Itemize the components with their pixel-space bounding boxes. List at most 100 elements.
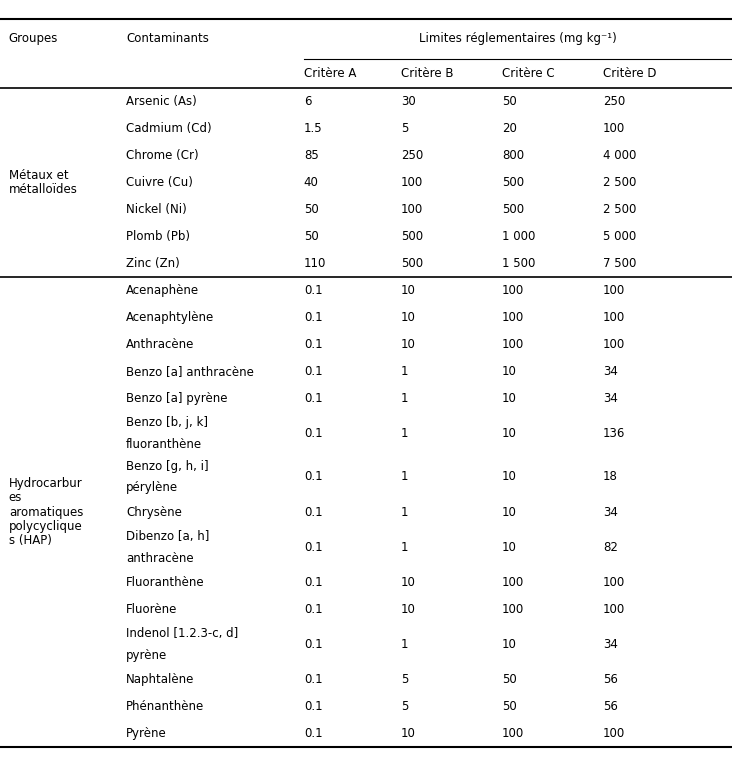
Text: 100: 100 (502, 603, 524, 616)
Text: 6: 6 (304, 94, 311, 107)
Text: Fluoranthène: Fluoranthène (126, 576, 204, 589)
Text: 10: 10 (401, 284, 416, 297)
Text: 0.1: 0.1 (304, 638, 322, 651)
Text: 20: 20 (502, 122, 517, 135)
Text: 0.1: 0.1 (304, 427, 322, 440)
Text: 500: 500 (401, 230, 423, 243)
Text: 34: 34 (603, 638, 618, 651)
Text: 82: 82 (603, 541, 618, 554)
Text: 56: 56 (603, 700, 618, 713)
Text: 0.1: 0.1 (304, 728, 322, 740)
Text: 0.1: 0.1 (304, 470, 322, 483)
Text: 1: 1 (401, 365, 408, 378)
Text: pérylène: pérylène (126, 481, 178, 494)
Text: 500: 500 (502, 202, 524, 215)
Text: 100: 100 (502, 310, 524, 324)
Text: métalloïdes: métalloïdes (9, 183, 78, 196)
Text: 34: 34 (603, 505, 618, 518)
Text: 5: 5 (401, 673, 408, 686)
Text: Chrysène: Chrysène (126, 505, 182, 518)
Text: Critère D: Critère D (603, 66, 657, 80)
Text: 100: 100 (603, 122, 625, 135)
Text: Anthracène: Anthracène (126, 338, 194, 351)
Text: 0.1: 0.1 (304, 541, 322, 554)
Text: polycyclique: polycyclique (9, 520, 83, 533)
Text: 50: 50 (304, 202, 318, 215)
Text: 250: 250 (401, 148, 423, 161)
Text: 5: 5 (401, 700, 408, 713)
Text: Dibenzo [a, h]: Dibenzo [a, h] (126, 530, 209, 543)
Text: anthracène: anthracène (126, 552, 193, 565)
Text: 100: 100 (502, 284, 524, 297)
Text: 1: 1 (401, 427, 408, 440)
Text: 10: 10 (401, 310, 416, 324)
Text: 5 000: 5 000 (603, 230, 636, 243)
Text: Benzo [b, j, k]: Benzo [b, j, k] (126, 416, 208, 429)
Text: pyrène: pyrène (126, 649, 167, 662)
Text: Plomb (Pb): Plomb (Pb) (126, 230, 190, 243)
Text: 0.1: 0.1 (304, 505, 322, 518)
Text: Arsenic (As): Arsenic (As) (126, 94, 197, 107)
Text: 10: 10 (502, 427, 517, 440)
Text: 40: 40 (304, 176, 318, 189)
Text: Benzo [a] anthracène: Benzo [a] anthracène (126, 365, 254, 378)
Text: Fluorène: Fluorène (126, 603, 177, 616)
Text: Groupes: Groupes (9, 32, 58, 46)
Text: 100: 100 (502, 576, 524, 589)
Text: 1: 1 (401, 638, 408, 651)
Text: Limites réglementaires (mg kg⁻¹): Limites réglementaires (mg kg⁻¹) (419, 32, 617, 46)
Text: 100: 100 (502, 338, 524, 351)
Text: Benzo [a] pyrène: Benzo [a] pyrène (126, 392, 228, 405)
Text: 50: 50 (502, 94, 517, 107)
Text: 100: 100 (603, 284, 625, 297)
Text: 0.1: 0.1 (304, 392, 322, 405)
Text: 30: 30 (401, 94, 416, 107)
Text: 110: 110 (304, 256, 326, 270)
Text: 10: 10 (502, 541, 517, 554)
Text: 500: 500 (502, 176, 524, 189)
Text: 0.1: 0.1 (304, 338, 322, 351)
Text: Critère C: Critère C (502, 66, 555, 80)
Text: 10: 10 (401, 576, 416, 589)
Text: 5: 5 (401, 122, 408, 135)
Text: 34: 34 (603, 365, 618, 378)
Text: 100: 100 (502, 728, 524, 740)
Text: Cadmium (Cd): Cadmium (Cd) (126, 122, 212, 135)
Text: 0.1: 0.1 (304, 310, 322, 324)
Text: 10: 10 (502, 392, 517, 405)
Text: 1.5: 1.5 (304, 122, 322, 135)
Text: Indenol [1.2.3-c, d]: Indenol [1.2.3-c, d] (126, 627, 238, 640)
Text: 0.1: 0.1 (304, 700, 322, 713)
Text: 100: 100 (401, 202, 423, 215)
Text: 10: 10 (401, 603, 416, 616)
Text: 136: 136 (603, 427, 626, 440)
Text: 50: 50 (304, 230, 318, 243)
Text: 10: 10 (502, 470, 517, 483)
Text: 0.1: 0.1 (304, 365, 322, 378)
Text: 800: 800 (502, 148, 524, 161)
Text: 100: 100 (401, 176, 423, 189)
Text: Pyrène: Pyrène (126, 728, 167, 740)
Text: Contaminants: Contaminants (126, 32, 209, 46)
Text: 10: 10 (502, 505, 517, 518)
Text: Critère A: Critère A (304, 66, 356, 80)
Text: 1 500: 1 500 (502, 256, 536, 270)
Text: Naphtalène: Naphtalène (126, 673, 194, 686)
Text: Benzo [g, h, i]: Benzo [g, h, i] (126, 460, 209, 473)
Text: Nickel (Ni): Nickel (Ni) (126, 202, 187, 215)
Text: 0.1: 0.1 (304, 603, 322, 616)
Text: 0.1: 0.1 (304, 673, 322, 686)
Text: Cuivre (Cu): Cuivre (Cu) (126, 176, 193, 189)
Text: 100: 100 (603, 338, 625, 351)
Text: 10: 10 (502, 638, 517, 651)
Text: 85: 85 (304, 148, 318, 161)
Text: 250: 250 (603, 94, 625, 107)
Text: s (HAP): s (HAP) (9, 534, 52, 547)
Text: 1 000: 1 000 (502, 230, 536, 243)
Text: 50: 50 (502, 700, 517, 713)
Text: Acenaphtylène: Acenaphtylène (126, 310, 214, 324)
Text: Hydrocarbur: Hydrocarbur (9, 477, 83, 490)
Text: 100: 100 (603, 728, 625, 740)
Text: 2 500: 2 500 (603, 202, 637, 215)
Text: 18: 18 (603, 470, 618, 483)
